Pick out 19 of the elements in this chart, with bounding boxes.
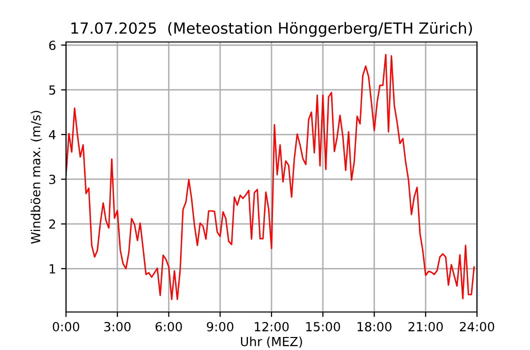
x-tick-label: 0:00	[52, 322, 80, 332]
y-tick-label: 4	[48, 130, 56, 140]
line-series	[66, 54, 475, 300]
x-tick-label: 6:00	[156, 322, 182, 332]
y-tick-label: 3	[49, 174, 56, 184]
x-tick-label: 3:00	[104, 322, 131, 332]
x-tick-label: 15:00	[306, 322, 340, 332]
x-tick-label: 18:00	[358, 322, 392, 332]
x-tick-label: 12:00	[254, 322, 289, 332]
x-axis-title: Uhr (MEZ)	[240, 336, 302, 348]
y-tick-label: 2	[49, 219, 56, 229]
x-tick-label: 21:00	[408, 322, 443, 332]
x-tick-label: 24:00	[460, 322, 494, 332]
x-tick-label: 9:00	[206, 322, 234, 332]
y-axis-title: Windböen max. (m/s)	[30, 110, 42, 244]
y-tick-label: 5	[49, 85, 56, 95]
y-tick-label: 6	[49, 40, 56, 50]
chart-title: 17.07.2025 (Meteostation Hönggerberg/ETH Zürich)	[71, 22, 472, 37]
y-tick-label: 1	[50, 264, 56, 274]
